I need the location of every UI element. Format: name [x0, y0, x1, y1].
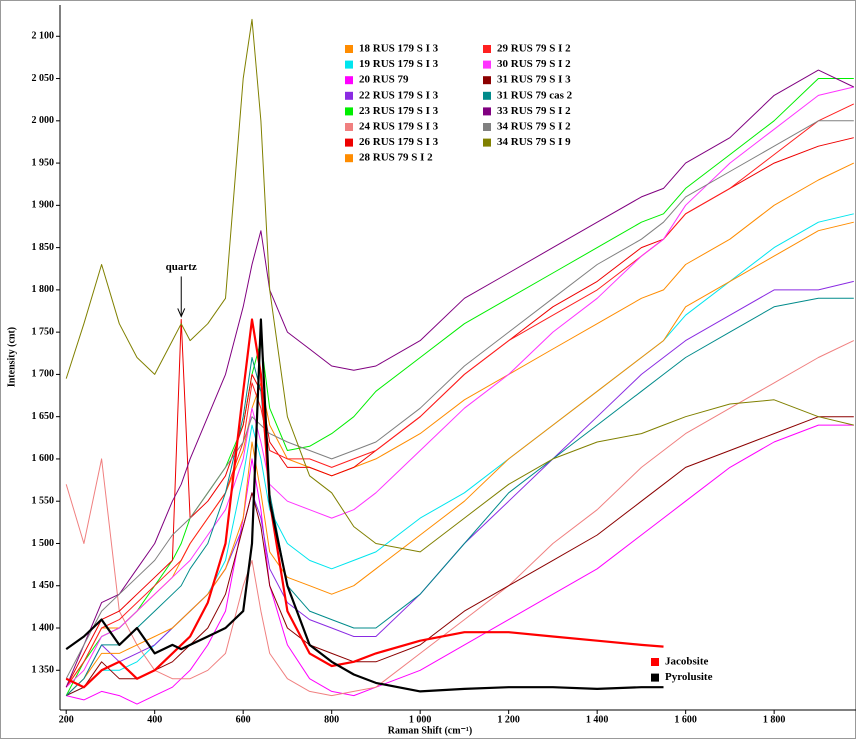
legend-swatch	[651, 658, 659, 666]
legend-label: Pyrolusite	[665, 671, 713, 683]
y-tick-label: 1 950	[32, 157, 55, 168]
y-axis-title: Intensity (cnt)	[6, 327, 17, 387]
legend-swatch	[345, 91, 353, 100]
y-tick-label: 1 600	[32, 453, 55, 464]
legend-swatch	[483, 138, 491, 147]
legend-label: 19 RUS 179 S I 3	[359, 58, 439, 70]
y-tick-label: 1 350	[32, 665, 55, 676]
legend-swatch	[345, 45, 353, 53]
legend-label: 28 RUS 79 S I 2	[359, 152, 433, 164]
legend-label: 29 RUS 79 S I 2	[497, 43, 571, 55]
legend-label: 33 RUS 79 S I 2	[497, 105, 571, 117]
legend-label: 26 RUS 179 S I 3	[359, 136, 439, 148]
y-tick-label: 1 800	[32, 284, 55, 295]
legend-label: 30 RUS 79 S I 2	[497, 58, 571, 70]
legend-swatch	[345, 123, 353, 131]
y-tick-label: 1 700	[32, 369, 55, 380]
x-tick-label: 400	[147, 714, 162, 725]
annotation: quartz	[166, 261, 197, 273]
legend-swatch	[483, 91, 491, 100]
legend-swatch	[483, 76, 491, 85]
legend-label: 34 RUS 79 S I 9	[497, 136, 571, 148]
y-tick-label: 1 400	[32, 622, 55, 633]
y-tick-label: 1 500	[32, 538, 55, 549]
series-line	[65, 280, 854, 696]
series-line	[65, 86, 854, 688]
legend-label: 18 RUS 179 S I 3	[359, 43, 439, 55]
x-axis-title: Raman Shift (cm⁻¹)	[388, 725, 472, 736]
series-line	[65, 297, 854, 696]
legend-swatch	[483, 45, 491, 53]
y-tick-label: 2 050	[32, 73, 55, 84]
series-line	[65, 221, 854, 696]
series-line	[66, 424, 854, 705]
legend-label: 22 RUS 179 S I 3	[359, 89, 439, 101]
legend-swatch	[483, 107, 491, 116]
legend-swatch	[345, 138, 353, 147]
legend-swatch	[345, 60, 353, 69]
series-line	[65, 78, 854, 696]
legend-label: 31 RUS 79 cas 2	[497, 89, 573, 101]
x-tick-label: 1 600	[674, 714, 697, 725]
series-line	[65, 318, 664, 693]
y-tick-label: 1 650	[32, 411, 55, 422]
legend-swatch	[483, 123, 491, 131]
series-line	[65, 69, 855, 688]
x-tick-label: 200	[59, 714, 74, 725]
legend-swatch	[345, 154, 353, 163]
annotation-arrowhead	[177, 308, 186, 318]
x-tick-label: 1 800	[763, 714, 786, 725]
y-tick-label: 2 100	[32, 31, 55, 42]
legend-label: 34 RUS 79 S I 2	[497, 121, 571, 133]
x-tick-label: 600	[236, 714, 251, 725]
y-tick-label: 1 900	[32, 200, 55, 211]
series-line	[65, 318, 664, 689]
x-tick-label: 1 000	[409, 714, 432, 725]
legend-swatch	[651, 673, 659, 682]
legend-label: Jacobsite	[665, 656, 709, 668]
series-line	[65, 340, 855, 697]
legend-label: 31 RUS 79 S I 3	[497, 74, 571, 86]
x-tick-label: 1 400	[586, 714, 609, 725]
legend-swatch	[345, 76, 353, 85]
x-tick-label: 800	[324, 714, 339, 725]
y-tick-label: 2 000	[32, 115, 55, 126]
series-line	[65, 137, 854, 688]
legend-swatch	[483, 60, 491, 69]
x-tick-label: 1 200	[497, 714, 520, 725]
y-tick-label: 1 550	[32, 496, 55, 507]
y-tick-label: 1 450	[32, 580, 55, 591]
y-tick-label: 1 850	[32, 242, 55, 253]
series-line	[65, 18, 854, 553]
legend-label: 23 RUS 179 S I 3	[359, 105, 439, 117]
legend-label: 20 RUS 79	[359, 74, 409, 86]
y-tick-label: 1 750	[32, 326, 55, 337]
legend-label: 24 RUS 179 S I 3	[359, 121, 439, 133]
legend-swatch	[345, 107, 353, 116]
